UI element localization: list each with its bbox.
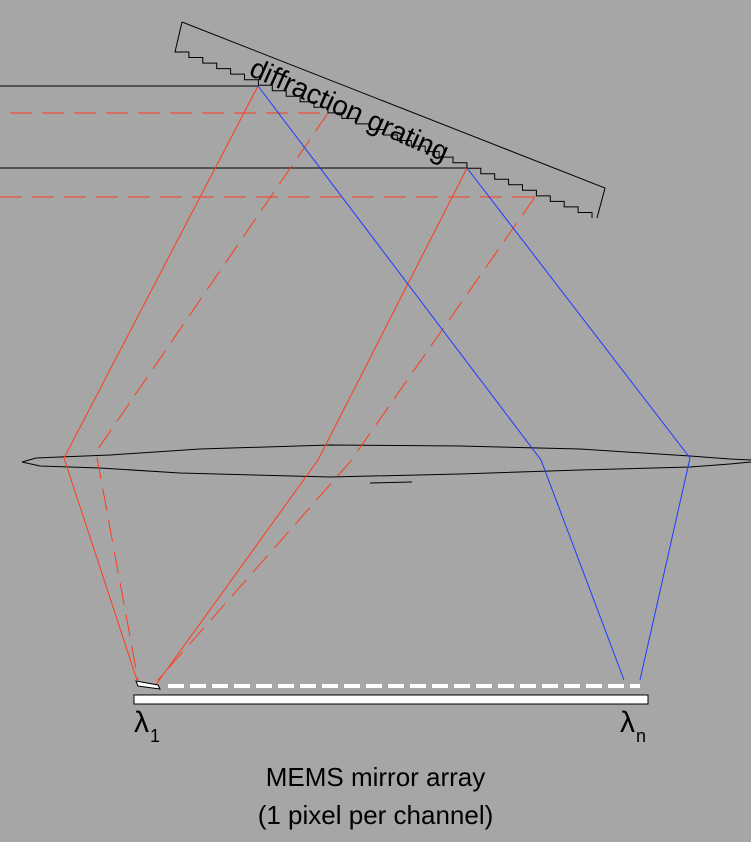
lambda-n-subscript: n [636,726,647,746]
lambda-n-label: λn [620,706,646,746]
lambda-1-subscript: 1 [150,726,161,746]
mems-mirror-array [133,680,649,705]
diffraction-grating [174,21,606,219]
red-beams-lambda1 [63,85,536,687]
caption-subtitle: (1 pixel per channel) [257,800,494,830]
blue-beams-lambdan [257,85,691,681]
lambda-n-symbol: λ [620,706,635,739]
lens [21,444,751,484]
lambda-1-label: λ1 [134,706,160,746]
lambda-1-symbol: λ [134,706,149,739]
caption-title: MEMS mirror array [265,762,486,792]
input-beams [0,85,535,198]
